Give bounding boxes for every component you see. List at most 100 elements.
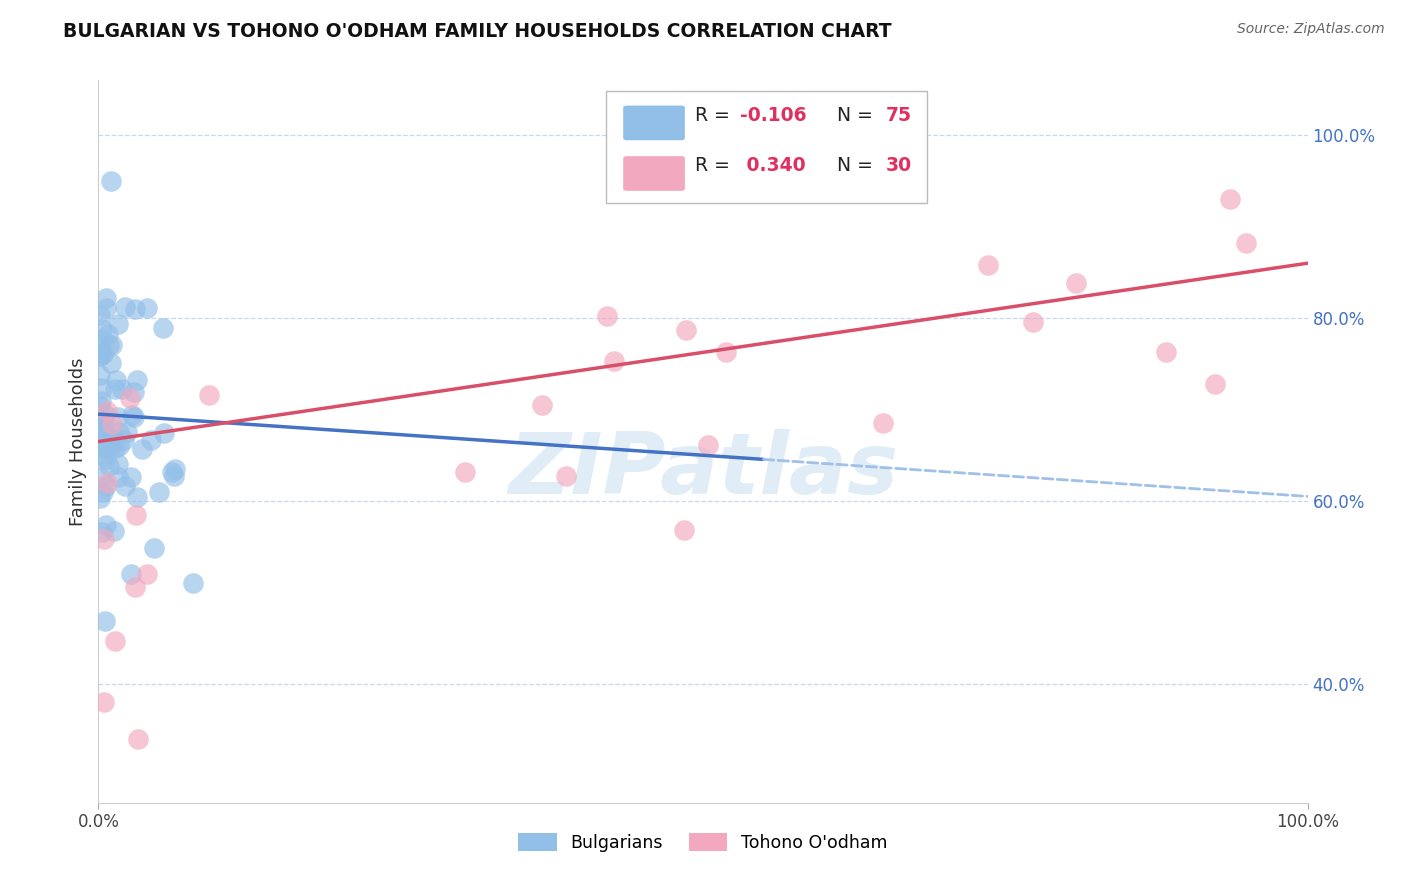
- Point: [89, 347, 111, 361]
- Point: [672, 523, 695, 537]
- Point: [107, 317, 129, 331]
- Point: [111, 382, 134, 396]
- Point: [94, 517, 117, 532]
- Point: [120, 469, 142, 483]
- Point: [1219, 192, 1241, 206]
- Point: [90, 381, 112, 395]
- Point: [91, 420, 114, 434]
- Point: [124, 580, 146, 594]
- Point: [124, 301, 146, 316]
- Point: [93, 533, 115, 547]
- Point: [90, 427, 112, 442]
- Point: [108, 440, 131, 454]
- Point: [1022, 315, 1045, 329]
- Point: [94, 407, 117, 421]
- Point: [104, 382, 127, 396]
- Point: [107, 457, 129, 471]
- Point: [142, 541, 165, 555]
- Point: [904, 134, 927, 148]
- Point: [148, 484, 170, 499]
- Legend: Bulgarians, Tohono O'odham: Bulgarians, Tohono O'odham: [512, 827, 894, 859]
- Point: [131, 442, 153, 456]
- FancyBboxPatch shape: [623, 156, 685, 191]
- Point: [103, 436, 125, 450]
- Point: [554, 469, 576, 483]
- Point: [181, 576, 204, 591]
- Point: [96, 301, 118, 315]
- Point: [90, 393, 112, 408]
- Point: [152, 321, 174, 335]
- Text: R =: R =: [695, 156, 735, 176]
- Point: [89, 368, 111, 383]
- Point: [163, 462, 186, 476]
- Point: [139, 434, 162, 448]
- Point: [89, 399, 111, 413]
- Point: [103, 431, 125, 445]
- Point: [602, 354, 624, 368]
- Point: [107, 425, 129, 439]
- Point: [1154, 345, 1177, 359]
- Point: [98, 459, 121, 474]
- Point: [977, 258, 1000, 272]
- Point: [675, 323, 697, 337]
- Point: [697, 438, 720, 452]
- Point: [96, 292, 118, 306]
- Point: [120, 566, 142, 581]
- Point: [97, 326, 120, 341]
- Point: [97, 338, 120, 352]
- FancyBboxPatch shape: [606, 91, 927, 203]
- Point: [531, 398, 554, 412]
- Point: [96, 442, 118, 456]
- Point: [107, 409, 129, 424]
- Point: [91, 322, 114, 336]
- Point: [163, 468, 186, 483]
- Point: [96, 404, 118, 418]
- Point: [100, 417, 122, 432]
- Point: [89, 343, 111, 357]
- Point: [91, 449, 114, 463]
- Point: [89, 308, 111, 322]
- Point: [91, 332, 114, 346]
- Point: [91, 524, 114, 539]
- Point: [127, 491, 149, 505]
- Point: [97, 428, 120, 442]
- Point: [127, 731, 149, 746]
- Y-axis label: Family Households: Family Households: [69, 358, 87, 525]
- Point: [91, 484, 114, 499]
- Point: [104, 441, 127, 455]
- Point: [89, 350, 111, 364]
- Text: -0.106: -0.106: [741, 106, 807, 125]
- Point: [96, 475, 118, 490]
- Point: [136, 301, 159, 316]
- Point: [596, 309, 619, 323]
- Point: [121, 408, 143, 422]
- Point: [872, 416, 894, 430]
- Point: [198, 388, 221, 402]
- Text: Source: ZipAtlas.com: Source: ZipAtlas.com: [1237, 22, 1385, 37]
- Point: [103, 524, 125, 539]
- Text: BULGARIAN VS TOHONO O'ODHAM FAMILY HOUSEHOLDS CORRELATION CHART: BULGARIAN VS TOHONO O'ODHAM FAMILY HOUSE…: [63, 22, 891, 41]
- Point: [91, 441, 114, 455]
- Point: [714, 344, 737, 359]
- Text: ZIPatlas: ZIPatlas: [508, 429, 898, 512]
- Point: [1204, 376, 1226, 391]
- Point: [89, 469, 111, 483]
- Point: [454, 465, 477, 479]
- Point: [114, 479, 136, 493]
- Point: [104, 634, 127, 648]
- Point: [153, 425, 176, 440]
- Point: [91, 347, 114, 361]
- Point: [89, 491, 111, 505]
- Point: [122, 410, 145, 425]
- Point: [100, 338, 122, 352]
- Text: 0.340: 0.340: [741, 156, 806, 176]
- Point: [136, 567, 159, 582]
- Point: [124, 508, 146, 522]
- Point: [94, 452, 117, 467]
- Point: [1234, 235, 1257, 250]
- Point: [125, 373, 148, 387]
- Point: [93, 695, 115, 709]
- FancyBboxPatch shape: [623, 105, 685, 140]
- Text: 75: 75: [886, 106, 911, 125]
- Point: [100, 174, 122, 188]
